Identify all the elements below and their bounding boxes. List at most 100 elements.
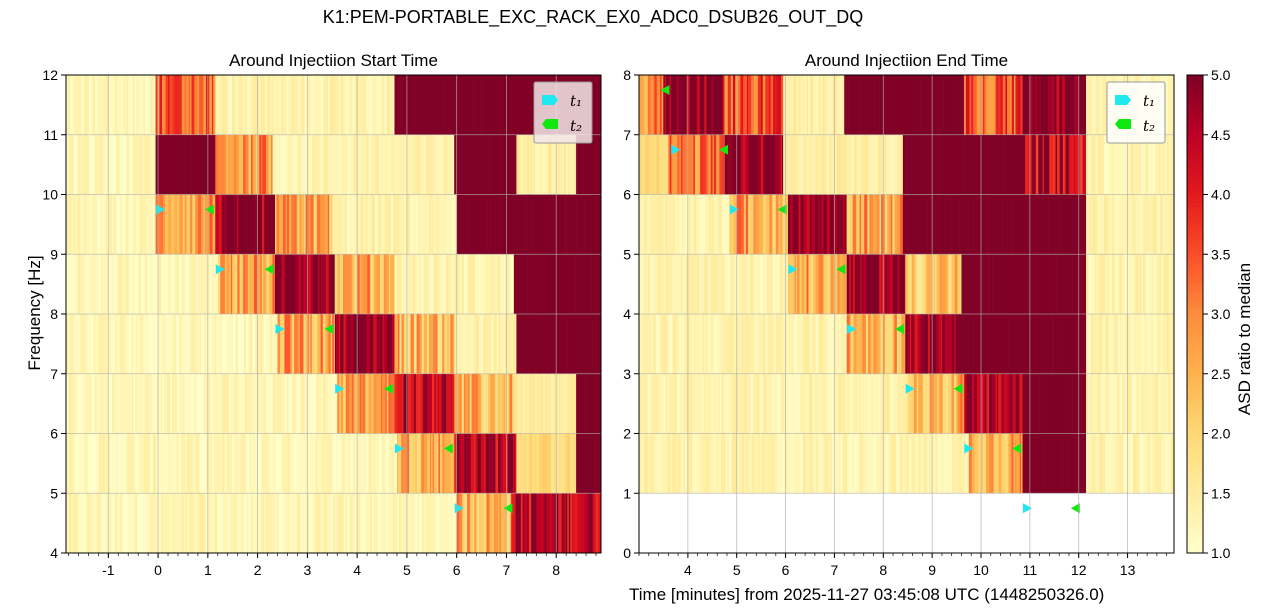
heatmap-stripe bbox=[1167, 194, 1171, 255]
colorbar-step bbox=[1187, 345, 1203, 351]
heatmap-stripe bbox=[277, 314, 281, 374]
heatmap-stripe bbox=[769, 194, 773, 255]
heatmap-stripe bbox=[911, 134, 915, 195]
heatmap-stripe bbox=[249, 314, 253, 374]
heatmap-stripe bbox=[669, 254, 673, 314]
heatmap-stripe bbox=[158, 314, 162, 374]
heatmap-stripe bbox=[120, 433, 123, 494]
heatmap-stripe bbox=[946, 194, 948, 255]
heatmap-stripe bbox=[158, 433, 161, 494]
heatmap-stripe bbox=[273, 493, 277, 553]
heatmap-stripe bbox=[137, 134, 141, 195]
heatmap-stripe bbox=[442, 433, 445, 494]
heatmap-stripe bbox=[961, 433, 965, 494]
heatmap-stripe bbox=[388, 433, 392, 494]
heatmap-stripe bbox=[386, 373, 389, 434]
heatmap-stripe bbox=[329, 373, 331, 434]
heatmap-stripe bbox=[86, 493, 89, 553]
heatmap-stripe bbox=[805, 314, 808, 374]
heatmap-stripe bbox=[1087, 134, 1091, 195]
heatmap-stripe bbox=[239, 75, 242, 135]
heatmap-stripe bbox=[1088, 373, 1091, 434]
heatmap-stripe bbox=[269, 433, 273, 494]
colorbar-tick-label: 4.0 bbox=[1211, 187, 1231, 203]
heatmap-stripe bbox=[155, 75, 156, 135]
heatmap-stripe bbox=[129, 314, 131, 374]
heatmap-stripe bbox=[681, 134, 683, 195]
heatmap-stripe bbox=[476, 254, 481, 314]
heatmap-stripe bbox=[642, 194, 645, 255]
heatmap-stripe bbox=[502, 373, 504, 434]
heatmap-stripe bbox=[951, 373, 955, 434]
heatmap-stripe bbox=[433, 134, 437, 195]
heatmap-stripe bbox=[66, 134, 70, 195]
t1-marker bbox=[729, 204, 739, 215]
heatmap-stripe bbox=[767, 314, 770, 374]
heatmap-stripe bbox=[507, 314, 512, 374]
heatmap-stripe bbox=[74, 254, 78, 314]
right-band-3-segment-3 bbox=[963, 314, 1087, 374]
heatmap-stripe bbox=[667, 373, 669, 434]
heatmap-stripe bbox=[279, 194, 281, 255]
heatmap-stripe bbox=[1076, 433, 1079, 494]
heatmap-stripe bbox=[154, 194, 156, 255]
heatmap-stripe bbox=[788, 254, 792, 314]
heatmap-stripe bbox=[73, 134, 78, 195]
heatmap-stripe bbox=[1005, 194, 1008, 255]
heatmap-stripe bbox=[128, 194, 131, 255]
t2-marker bbox=[836, 264, 846, 275]
heatmap-stripe bbox=[1021, 433, 1023, 494]
colorbar-step bbox=[1187, 381, 1203, 387]
heatmap-stripe bbox=[582, 433, 585, 494]
colorbar-step bbox=[1187, 274, 1203, 279]
heatmap-stripe bbox=[722, 75, 725, 135]
heatmap-stripe bbox=[1074, 75, 1078, 135]
heatmap-stripe bbox=[854, 373, 858, 434]
heatmap-stripe bbox=[488, 75, 493, 135]
heatmap-stripe bbox=[334, 314, 337, 374]
heatmap-stripe bbox=[254, 433, 258, 494]
heatmap-stripe bbox=[410, 254, 413, 314]
heatmap-stripe bbox=[706, 373, 708, 434]
heatmap-stripe bbox=[287, 254, 291, 314]
heatmap-stripe bbox=[733, 433, 737, 494]
heatmap-stripe bbox=[253, 75, 257, 135]
heatmap-stripe bbox=[1133, 134, 1137, 195]
heatmap-stripe bbox=[456, 433, 460, 494]
heatmap-stripe bbox=[535, 194, 539, 255]
heatmap-stripe bbox=[667, 194, 672, 255]
heatmap-stripe bbox=[826, 75, 828, 135]
right-band-2-segment-2 bbox=[963, 373, 1023, 434]
heatmap-stripe bbox=[951, 254, 956, 314]
heatmap-stripe bbox=[297, 75, 302, 135]
heatmap-stripe bbox=[1168, 433, 1171, 494]
heatmap-stripe bbox=[662, 75, 664, 135]
heatmap-stripe bbox=[117, 75, 120, 135]
heatmap-stripe bbox=[482, 194, 484, 255]
heatmap-stripe bbox=[150, 75, 154, 135]
heatmap-stripe bbox=[1081, 75, 1086, 135]
heatmap-stripe bbox=[1112, 433, 1116, 494]
heatmap-stripe bbox=[886, 75, 889, 135]
heatmap-stripe bbox=[385, 254, 390, 314]
heatmap-stripe bbox=[931, 433, 936, 494]
heatmap-stripe bbox=[1076, 194, 1079, 255]
heatmap-stripe bbox=[696, 194, 698, 255]
heatmap-stripe bbox=[491, 314, 495, 374]
heatmap-stripe bbox=[748, 134, 751, 195]
heatmap-stripe bbox=[904, 254, 906, 314]
colorbar-step bbox=[1187, 409, 1203, 415]
heatmap-stripe bbox=[965, 433, 968, 494]
heatmap-stripe bbox=[331, 194, 333, 255]
heatmap-stripe bbox=[884, 254, 886, 314]
heatmap-stripe bbox=[305, 134, 308, 195]
right-band-6-segment-6 bbox=[1086, 134, 1175, 195]
heatmap-stripe bbox=[105, 75, 108, 135]
heatmap-stripe bbox=[870, 314, 874, 374]
heatmap-stripe bbox=[186, 194, 191, 255]
heatmap-stripe bbox=[639, 75, 643, 135]
heatmap-stripe bbox=[780, 433, 783, 494]
heatmap-stripe bbox=[399, 314, 402, 374]
heatmap-stripe bbox=[117, 254, 121, 314]
heatmap-stripe bbox=[894, 75, 898, 135]
